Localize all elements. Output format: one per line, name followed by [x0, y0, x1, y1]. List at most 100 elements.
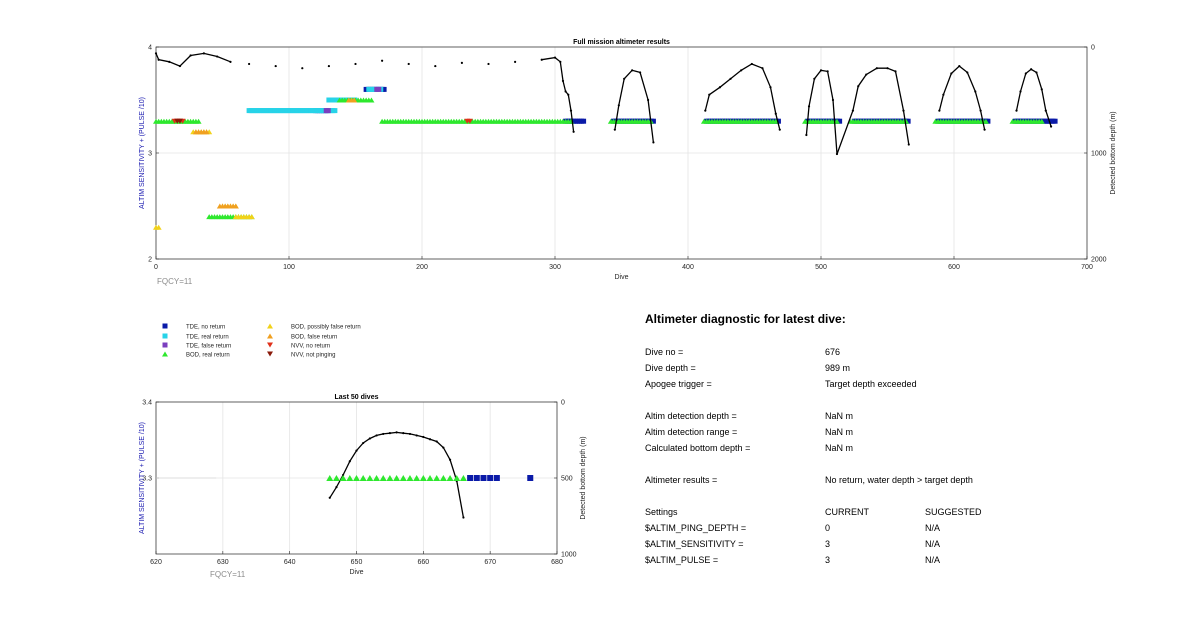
last50-bod-real-return-marker: [453, 475, 461, 481]
main-depth-point: [189, 54, 192, 57]
diagnostic-suggested: N/A: [925, 555, 941, 565]
last50-depth-point: [395, 431, 398, 434]
last50-depth-point: [442, 446, 445, 449]
legend-marker-bod-real-return: [162, 351, 168, 357]
last50-depth-point: [448, 458, 452, 461]
main-depth-point: [708, 93, 711, 96]
main-depth-point: [567, 93, 570, 96]
main-title: Full mission altimeter results: [573, 39, 670, 46]
legend-label-tde-false-return: TDE, false return: [186, 344, 231, 350]
diagnostic-value: 0: [825, 523, 831, 533]
main-depth-point: [761, 67, 764, 70]
last50-depth-point: [382, 432, 385, 436]
last50-depth-point: [435, 440, 438, 443]
diagnostic-value: NaN m: [825, 443, 854, 453]
main-depth-point: [851, 109, 855, 112]
legend-label-nvv-not-pinging: NVV, not pinging: [291, 353, 335, 359]
main-xtick-label: 700: [1081, 264, 1093, 271]
main-depth-point: [974, 90, 977, 93]
main-depth-point: [729, 77, 732, 80]
last50-ytick-label: 3.3: [142, 476, 152, 483]
main-tde-false-return-marker: [325, 108, 331, 114]
last50-depth-point: [428, 438, 432, 441]
main-depth-point: [950, 72, 953, 75]
last50-depth-point: [362, 441, 365, 445]
last50-ylabel: ALTIM SENSITIVITY + (PULSE /10): [139, 422, 146, 534]
last50-ytick-label: 3.4: [142, 400, 152, 407]
last50-bod-real-return-marker: [326, 475, 334, 481]
main-bod-real-return-marker: [195, 118, 202, 124]
last50-bod-real-return-marker: [373, 475, 381, 481]
main-xtick-label: 300: [549, 264, 561, 271]
main-depth-point: [958, 64, 961, 68]
diagnostic-suggested: SUGGESTED: [925, 507, 982, 517]
main-ytick-label: 4: [148, 45, 152, 52]
last50-tde-no-return-marker: [480, 475, 487, 481]
last50-xtick-label: 650: [351, 559, 363, 566]
main-xtick-label: 0: [154, 264, 158, 271]
last50-xtick-label: 630: [217, 559, 229, 566]
main-depth-point: [1030, 68, 1033, 71]
last50-depth-point: [348, 460, 351, 463]
main-depth-point: [248, 62, 251, 66]
diagnostic-label: Settings: [645, 507, 678, 517]
diagnostic-suggested: N/A: [925, 539, 941, 549]
last50-xtick-label: 620: [150, 559, 162, 566]
last50-bod-real-return-marker: [459, 475, 467, 481]
diagnostic-label: $ALTIM_SENSITIVITY =: [645, 539, 744, 549]
legend-marker-tde-no-return: [162, 323, 168, 329]
last50-ytick-right-label: 500: [561, 476, 573, 483]
last50-bod-real-return-marker: [413, 475, 421, 481]
main-bod-false-return-marker: [232, 203, 239, 209]
main-depth-point: [274, 64, 277, 68]
diagnostic-panel: Altimeter diagnostic for latest dive: Di…: [645, 312, 1065, 565]
last50-bod-real-return-marker: [393, 475, 401, 481]
main-depth-point: [327, 64, 330, 68]
main-tde-no-return-marker: [985, 118, 991, 124]
main-depth-point: [1035, 71, 1038, 74]
main-depth-point: [1040, 88, 1043, 91]
main-depth-point: [354, 62, 357, 66]
main-depth-point: [564, 90, 567, 93]
diagnostic-label: Dive no =: [645, 347, 684, 357]
main-depth-point: [178, 64, 182, 68]
last50-bod-real-return-marker: [339, 475, 347, 481]
main-depth-point: [561, 79, 565, 83]
last50-xtick-label: 660: [417, 559, 429, 566]
main-tde-no-return-marker: [381, 86, 387, 92]
diagnostic-value: CURRENT: [825, 507, 869, 517]
main-ytick-right-label: 2000: [1091, 257, 1107, 264]
last50-ytick-right-label: 0: [561, 400, 565, 407]
main-depth-point: [831, 98, 835, 102]
main-depth-point: [807, 105, 811, 108]
main-xtick-label: 400: [682, 264, 694, 271]
main-fqcy-note: FQCY=11: [157, 277, 193, 286]
main-depth-point: [407, 62, 410, 66]
main-depth-point: [819, 69, 823, 72]
legend-marker-tde-real-return: [162, 333, 168, 339]
last50-tde-no-return-marker: [493, 475, 500, 481]
main-depth-point: [938, 109, 941, 112]
last50-title: Last 50 dives: [335, 394, 379, 401]
legend-label-bod-real-return: BOD, real return: [186, 353, 230, 359]
main-depth-point: [540, 58, 543, 61]
last50-bod-real-return-marker: [446, 475, 454, 481]
main-xtick-label: 500: [815, 264, 827, 271]
main-bod-possibly-false-marker: [248, 214, 255, 220]
last50-ytick-right-label: 1000: [561, 552, 577, 559]
last50-depth-point: [355, 449, 358, 452]
main-depth-point: [907, 143, 910, 146]
main-depth-point: [613, 128, 616, 131]
main-depth-point: [168, 60, 171, 63]
main-tde-no-return-marker: [837, 118, 843, 124]
main-ylabel: ALTIM SENSITIVITY + (PULSE /10): [139, 97, 146, 209]
last50-depth-point: [462, 516, 465, 519]
diagnostic-label: $ALTIM_PULSE =: [645, 555, 719, 565]
last50-bod-real-return-marker: [359, 475, 367, 481]
main-depth-point: [631, 69, 634, 72]
main-depth-point: [875, 67, 878, 70]
last50-depth-point: [402, 432, 405, 435]
main-tde-no-return-marker: [581, 118, 587, 124]
diagnostic-value: Target depth exceeded: [825, 379, 917, 389]
main-depth-point: [434, 64, 437, 68]
